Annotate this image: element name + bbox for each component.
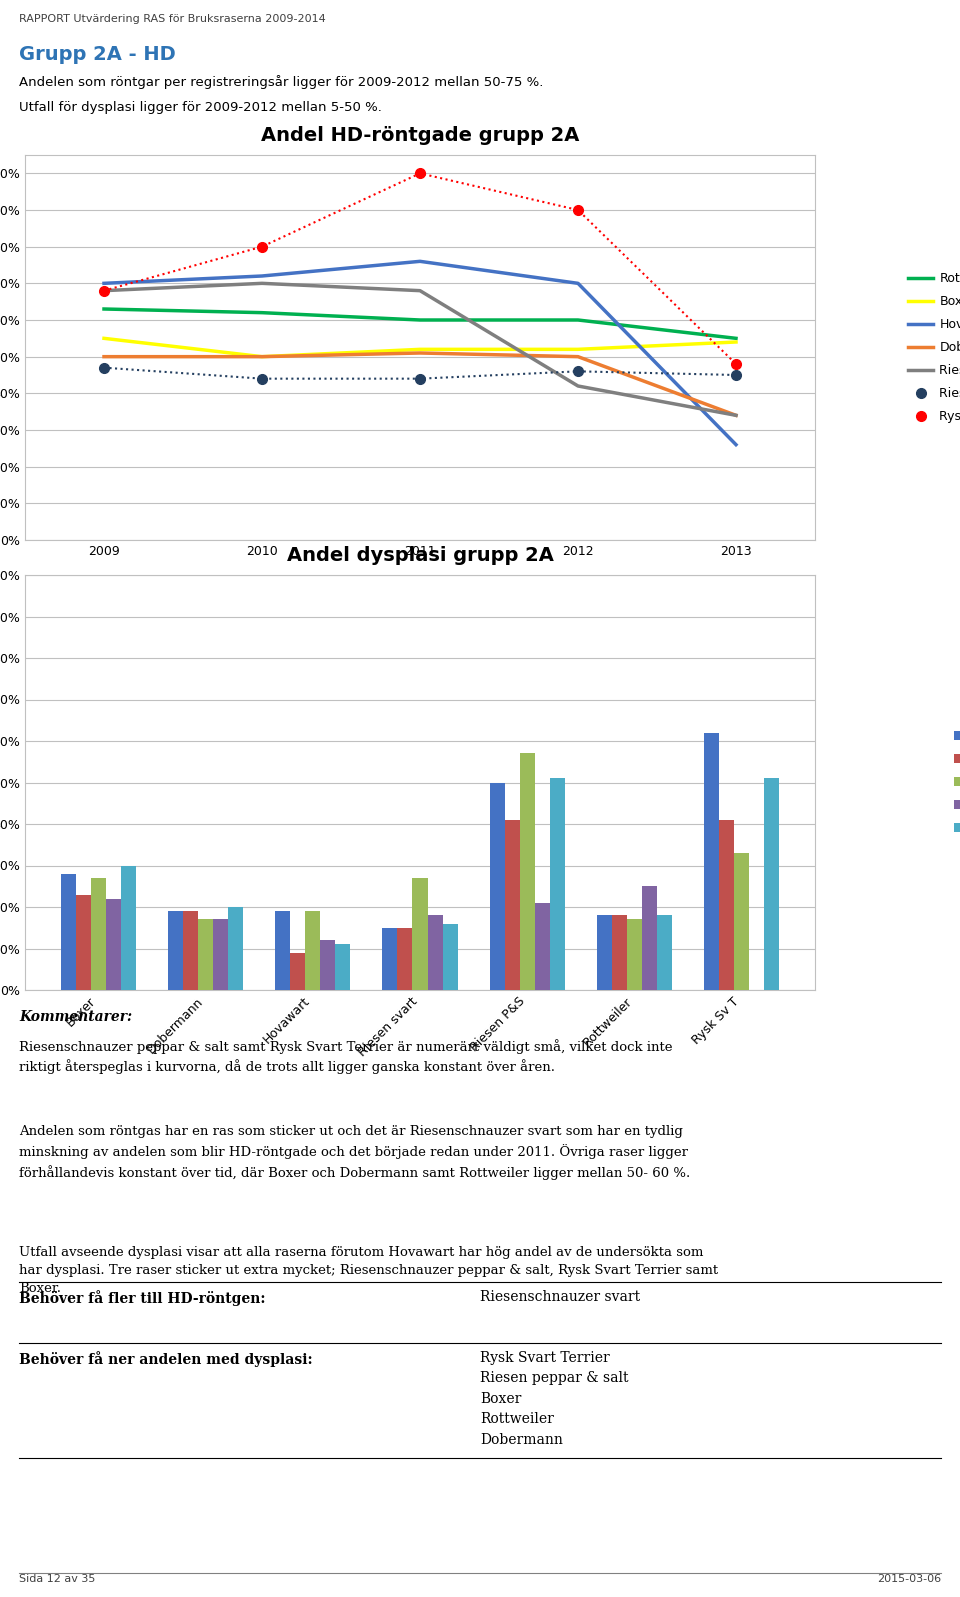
Dobermann bbox=[256, 347, 268, 366]
Rysk Sv T bbox=[731, 355, 742, 374]
Rysk Sv T bbox=[415, 164, 426, 184]
Bar bbox=[106, 899, 121, 990]
Legend: Rottweiler, Boxer, Hovawart, Dobermann, Riesen svart, Riesen P&S, Rysk Sv T: Rottweiler, Boxer, Hovawart, Dobermann, … bbox=[903, 267, 960, 428]
Bar bbox=[121, 866, 136, 990]
Hovawart bbox=[256, 267, 268, 286]
Bar bbox=[60, 874, 76, 990]
Boxer bbox=[731, 332, 742, 351]
Bar bbox=[505, 819, 519, 990]
Line: Boxer: Boxer bbox=[104, 339, 736, 356]
Bar bbox=[305, 912, 321, 990]
Bar bbox=[734, 853, 749, 990]
Boxer bbox=[98, 329, 109, 348]
Bar bbox=[276, 912, 290, 990]
Riesen svart bbox=[415, 281, 426, 300]
Hovawart bbox=[572, 273, 584, 292]
Title: Andel dysplasi grupp 2A: Andel dysplasi grupp 2A bbox=[287, 546, 553, 565]
Bar bbox=[519, 754, 535, 990]
Text: Grupp 2A - HD: Grupp 2A - HD bbox=[19, 45, 176, 64]
Line: Dobermann: Dobermann bbox=[104, 353, 736, 415]
Riesen svart bbox=[731, 406, 742, 425]
Rysk Sv T bbox=[98, 281, 109, 300]
Bar bbox=[490, 783, 505, 990]
Hovawart bbox=[98, 273, 109, 292]
Text: Utfall för dysplasi ligger för 2009-2012 mellan 5-50 %.: Utfall för dysplasi ligger för 2009-2012… bbox=[19, 101, 382, 113]
Text: Utfall avseende dysplasi visar att alla raserna förutom Hovawart har hög andel a: Utfall avseende dysplasi visar att alla … bbox=[19, 1246, 718, 1295]
Bar bbox=[382, 928, 397, 990]
Boxer bbox=[256, 347, 268, 366]
Bar bbox=[213, 920, 228, 990]
Hovawart bbox=[731, 434, 742, 454]
Riesen svart bbox=[256, 273, 268, 292]
Riesen P&S bbox=[98, 358, 109, 377]
Riesen P&S bbox=[415, 369, 426, 388]
Line: Riesen svart: Riesen svart bbox=[104, 283, 736, 415]
Riesen P&S bbox=[572, 363, 584, 382]
Bar bbox=[443, 923, 458, 990]
Riesen svart bbox=[98, 281, 109, 300]
Dobermann bbox=[98, 347, 109, 366]
Text: Andelen som röntgar per registreringsår ligger för 2009-2012 mellan 50-75 %.: Andelen som röntgar per registreringsår … bbox=[19, 75, 543, 89]
Rottweiler bbox=[731, 329, 742, 348]
Bar bbox=[91, 878, 106, 990]
Rottweiler bbox=[98, 299, 109, 318]
Rottweiler bbox=[572, 310, 584, 329]
Riesen svart bbox=[572, 377, 584, 396]
Bar bbox=[413, 878, 427, 990]
Bar bbox=[612, 915, 627, 990]
Text: 2015-03-06: 2015-03-06 bbox=[876, 1575, 941, 1584]
Bar bbox=[764, 778, 780, 990]
Bar bbox=[183, 912, 198, 990]
Line: Rottweiler: Rottweiler bbox=[104, 308, 736, 339]
Text: Andelen som röntgas har en ras som sticker ut och det är Riesenschnauzer svart s: Andelen som röntgas har en ras som stick… bbox=[19, 1124, 690, 1180]
Bar bbox=[597, 915, 612, 990]
Bar bbox=[290, 953, 305, 990]
Text: Riesenschnauzer svart: Riesenschnauzer svart bbox=[480, 1290, 640, 1305]
Text: Kommentarer:: Kommentarer: bbox=[19, 1009, 132, 1024]
Rottweiler bbox=[256, 303, 268, 323]
Dobermann bbox=[731, 406, 742, 425]
Legend: 2009, 2010, 2011, 2012, 2013: 2009, 2010, 2011, 2012, 2013 bbox=[949, 725, 960, 840]
Bar bbox=[535, 902, 550, 990]
Text: Behöver få fler till HD-röntgen:: Behöver få fler till HD-röntgen: bbox=[19, 1290, 266, 1306]
Rysk Sv T bbox=[256, 236, 268, 256]
Bar bbox=[168, 912, 183, 990]
Text: Behöver få ner andelen med dysplasi:: Behöver få ner andelen med dysplasi: bbox=[19, 1351, 313, 1367]
Bar bbox=[550, 778, 564, 990]
Hovawart bbox=[415, 252, 426, 271]
Riesen P&S bbox=[731, 366, 742, 385]
Dobermann bbox=[572, 347, 584, 366]
Bar bbox=[427, 915, 443, 990]
Bar bbox=[76, 894, 91, 990]
Bar bbox=[321, 941, 335, 990]
Bar bbox=[397, 928, 413, 990]
Text: RAPPORT Utvärdering RAS för Bruksraserna 2009-2014: RAPPORT Utvärdering RAS för Bruksraserna… bbox=[19, 14, 326, 24]
Bar bbox=[704, 733, 719, 990]
Rottweiler bbox=[415, 310, 426, 329]
Line: Hovawart: Hovawart bbox=[104, 262, 736, 444]
Bar bbox=[719, 819, 734, 990]
Line: Rysk Sv T: Rysk Sv T bbox=[99, 168, 741, 369]
Riesen P&S bbox=[256, 369, 268, 388]
Title: Andel HD-röntgade grupp 2A: Andel HD-röntgade grupp 2A bbox=[261, 126, 579, 145]
Boxer bbox=[572, 340, 584, 359]
Bar bbox=[627, 920, 642, 990]
Rysk Sv T bbox=[572, 200, 584, 219]
Bar bbox=[657, 915, 672, 990]
Text: Rysk Svart Terrier
Riesen peppar & salt
Boxer
Rottweiler
Dobermann: Rysk Svart Terrier Riesen peppar & salt … bbox=[480, 1351, 629, 1447]
Text: Sida 12 av 35: Sida 12 av 35 bbox=[19, 1575, 96, 1584]
Text: Riesenschnauzer peppar & salt samt Rysk Svart Terrier är numerärt väldigt små, v: Riesenschnauzer peppar & salt samt Rysk … bbox=[19, 1038, 673, 1075]
Dobermann bbox=[415, 343, 426, 363]
Bar bbox=[335, 944, 350, 990]
Bar bbox=[642, 886, 657, 990]
Line: Riesen P&S: Riesen P&S bbox=[99, 363, 741, 383]
Bar bbox=[228, 907, 243, 990]
Bar bbox=[198, 920, 213, 990]
Boxer bbox=[415, 340, 426, 359]
